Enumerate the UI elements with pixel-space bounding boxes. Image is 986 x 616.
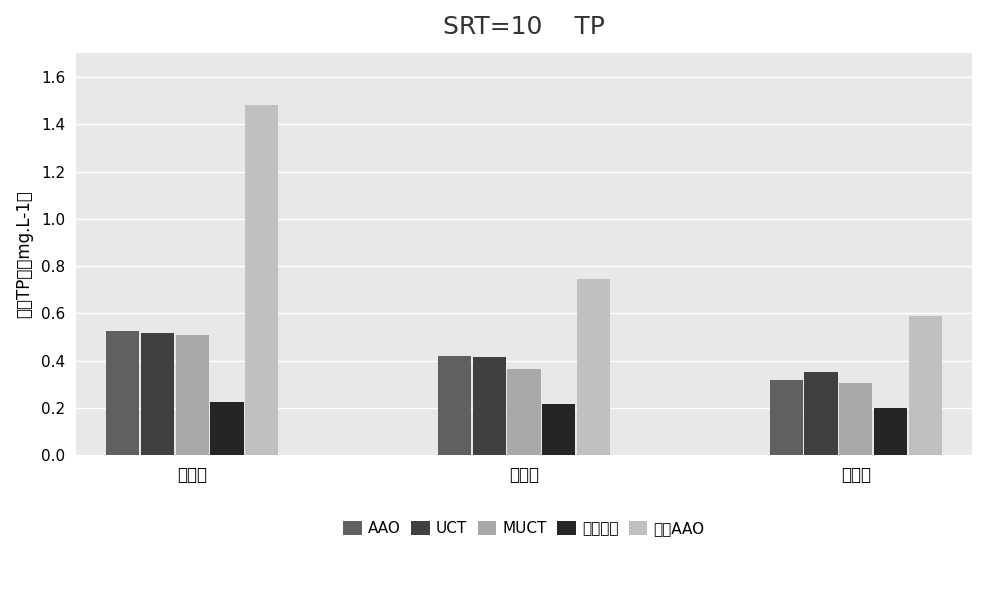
Bar: [472, 357, 505, 455]
Bar: [874, 408, 906, 455]
Title: SRT=10    TP: SRT=10 TP: [443, 15, 604, 39]
Bar: [210, 402, 244, 455]
Bar: [507, 369, 540, 455]
Bar: [245, 105, 278, 455]
Bar: [437, 356, 470, 455]
Bar: [769, 379, 802, 455]
Bar: [106, 331, 139, 455]
Bar: [838, 383, 872, 455]
Bar: [577, 279, 609, 455]
Bar: [141, 333, 174, 455]
Bar: [541, 404, 575, 455]
Bar: [908, 316, 942, 455]
Y-axis label: 出水TP／（mg.L-1）: 出水TP／（mg.L-1）: [15, 190, 33, 318]
Legend: AAO, UCT, MUCT, 强化除磷, 倒置AAO: AAO, UCT, MUCT, 强化除磷, 倒置AAO: [337, 515, 710, 542]
Bar: [176, 334, 208, 455]
Bar: [804, 373, 837, 455]
